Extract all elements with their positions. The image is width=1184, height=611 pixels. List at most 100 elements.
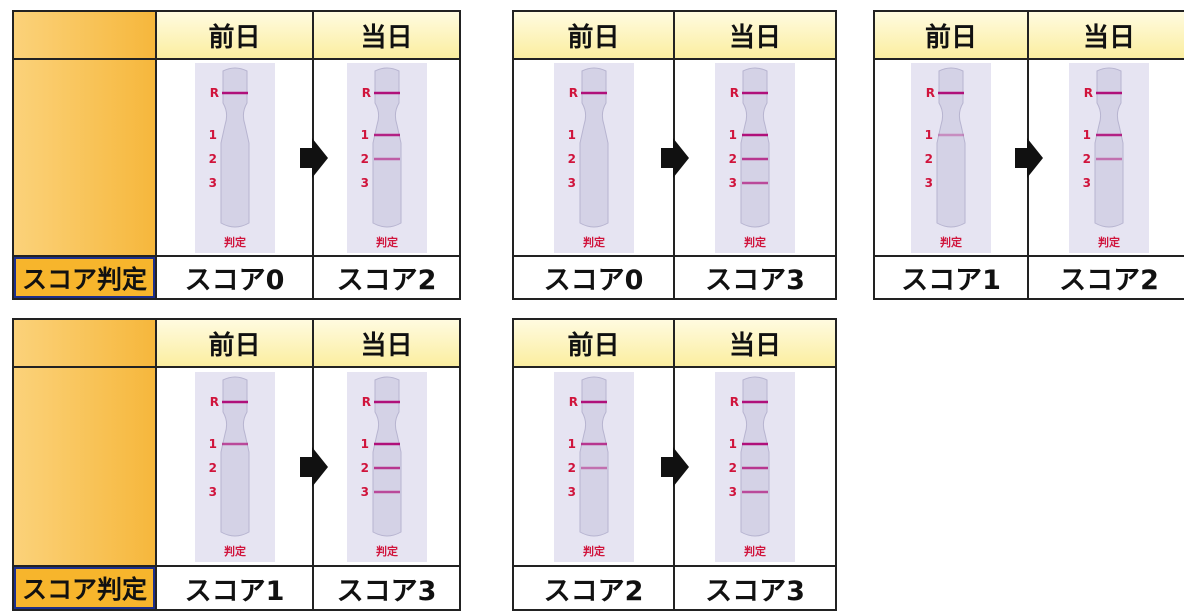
strip-label: 3 [729,485,737,499]
label-cell [14,320,155,366]
strip-label: 3 [208,485,216,499]
strip-label: 判定 [583,544,605,558]
judge-label: スコア判定 [14,567,155,609]
strip-label: 1 [567,128,575,142]
score: スコア2 [314,257,459,298]
day-header: 前日 [514,12,673,58]
arrow-shape [300,446,328,487]
strip-cell: R 1 2 3 判定 [661,60,835,255]
strip-label: 1 [729,437,737,451]
strip-cell: R 1 2 3 判定 [514,60,673,255]
strip-label: 判定 [1098,235,1120,249]
strip-label: R [209,395,218,409]
panel: 前日 当日 R 1 2 3 判定 R 1 2 3 判定 スコア判定 スコア0 スコア2 [12,10,461,300]
arrow-shape [300,137,328,178]
arrow-shape [661,446,689,487]
score: スコア3 [675,567,835,609]
score: スコア0 [157,257,312,298]
strip-body [740,376,770,536]
strip-label: R [926,86,935,100]
test-strip: R 1 2 3 判定 [346,62,427,253]
strip-body [579,67,608,227]
score: スコア2 [1029,257,1184,298]
day-header: 当日 [314,320,459,366]
score: スコア1 [157,567,312,609]
strip-label: 判定 [376,235,398,249]
panel: 前日 当日 R 1 2 3 判定 R 1 2 3 判定 スコア0 スコア3 [512,10,837,300]
strip-label: 1 [729,128,737,142]
arrow-shape [1015,137,1043,178]
strip-label: 3 [1083,176,1091,190]
strip-body [220,67,249,227]
score: スコア3 [675,257,835,298]
panel: 前日 当日 R 1 2 3 判定 R 1 2 3 判定 スコア2 スコア3 [512,318,837,611]
arrow [661,137,689,178]
strip-label: R [209,86,218,100]
strip-body [372,67,401,227]
score: スコア3 [314,567,459,609]
strip-label: R [568,86,577,100]
strip-cell: R 1 2 3 判定 [157,60,312,255]
strip-label: 2 [729,461,737,475]
arrow [661,446,689,487]
strip-label: 1 [925,128,933,142]
strip-cell: R 1 2 3 判定 [1015,60,1184,255]
test-strip: R 1 2 3 判定 [553,62,634,253]
strip-label: 2 [360,461,368,475]
strip-label: 3 [360,485,368,499]
strip-label: 1 [360,437,368,451]
day-header: 前日 [157,320,312,366]
label-cell [14,12,155,58]
strip-label: 3 [567,176,575,190]
day-header: 当日 [675,320,835,366]
day-header: 前日 [514,320,673,366]
strip-label: 3 [567,485,575,499]
test-strip: R 1 2 3 判定 [911,62,991,253]
arrow [1015,137,1043,178]
strip-cell: R 1 2 3 判定 [514,368,673,565]
strip-label: 判定 [376,544,398,558]
score: スコア1 [875,257,1027,298]
label-cell [14,60,155,255]
judge-label: スコア判定 [14,257,155,298]
day-header: 当日 [1029,12,1184,58]
test-strip: R 1 2 3 判定 [553,371,634,562]
strip-cell: R 1 2 3 判定 [300,60,459,255]
strip-label: 2 [567,152,575,166]
strip-label: R [361,395,370,409]
strip-label: 3 [360,176,368,190]
strip-label: R [730,86,739,100]
strip-label: 2 [360,152,368,166]
arrow-shape [661,137,689,178]
test-strip: R 1 2 3 判定 [346,371,427,562]
strip-body [372,376,401,536]
strip-label: 判定 [224,544,246,558]
strip-label: R [730,395,739,409]
strip-label: 2 [925,152,933,166]
strip-label: 1 [208,128,216,142]
strip-label: R [1084,86,1093,100]
test-strip: R 1 2 3 判定 [194,371,275,562]
day-header: 当日 [675,12,835,58]
strip-label: R [361,86,370,100]
strip-label: 判定 [744,544,766,558]
test-strip: R 1 2 3 判定 [715,371,795,562]
strip-label: 3 [925,176,933,190]
strip-label: 2 [1083,152,1091,166]
arrow [300,446,328,487]
strip-label: 1 [360,128,368,142]
strip-label: R [568,395,577,409]
strip-cell: R 1 2 3 判定 [300,368,459,565]
strip-label: 2 [567,461,575,475]
strip-label: 判定 [583,235,605,249]
strip-cell: R 1 2 3 判定 [661,368,835,565]
strip-cell: R 1 2 3 判定 [157,368,312,565]
strip-label: 3 [208,176,216,190]
day-header: 前日 [157,12,312,58]
test-strip: R 1 2 3 判定 [1069,62,1149,253]
label-cell [14,368,155,565]
strip-body [740,67,770,227]
strip-label: 3 [729,176,737,190]
day-header: 当日 [314,12,459,58]
strip-body [1094,67,1124,227]
